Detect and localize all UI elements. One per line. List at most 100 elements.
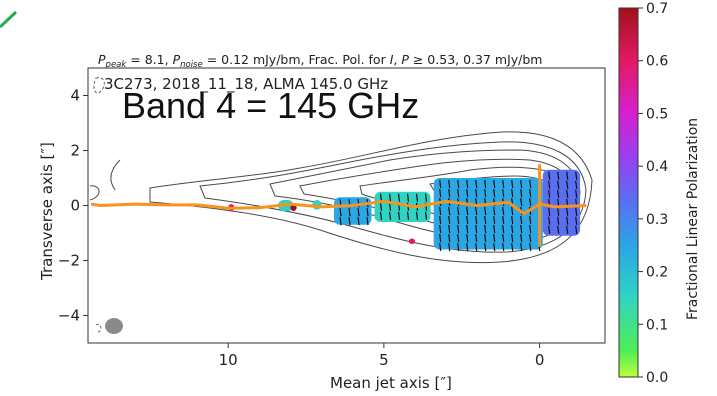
pol-region-1 <box>542 169 581 236</box>
colorbar-ticks: 0.0 0.1 0.2 0.3 0.4 0.5 0.6 0.7 <box>638 1 668 386</box>
evpa-stick <box>439 206 442 216</box>
evpa-stick <box>548 207 551 216</box>
evpa-stick <box>424 193 428 202</box>
evpa-stick <box>439 179 442 189</box>
evpa-stick <box>388 211 392 220</box>
evpa-stick <box>502 242 505 252</box>
evpa-stick <box>348 217 351 226</box>
evpa-stick <box>439 242 442 252</box>
evpa-stick <box>557 216 560 225</box>
pol-region-0 <box>433 178 543 252</box>
evpa-stick <box>388 202 392 211</box>
evpa-stick <box>529 233 532 243</box>
beam-ellipse <box>105 318 123 334</box>
evpa-stick <box>448 224 451 234</box>
evpa-stick <box>511 179 514 189</box>
axes-layer: 10 5 0 −4 −2 0 2 4 <box>58 87 544 370</box>
evpa-stick <box>448 188 451 198</box>
evpa-stick <box>529 179 532 189</box>
evpa-stick <box>415 211 419 220</box>
evpa-stick <box>397 211 401 220</box>
evpa-stick <box>511 206 514 216</box>
colorbar-tick-label: 0.2 <box>646 265 668 281</box>
evpa-stick <box>448 233 451 243</box>
evpa-stick <box>339 217 342 226</box>
evpa-stick <box>493 206 496 216</box>
evpa-stick <box>575 171 578 180</box>
evpa-stick <box>493 179 496 189</box>
evpa-stick <box>520 233 523 243</box>
evpa-stick <box>575 216 578 225</box>
evpa-stick <box>484 215 487 225</box>
colorbar-tick-label: 0.3 <box>646 212 668 228</box>
ridge-line-layer <box>90 164 587 247</box>
evpa-stick <box>548 189 551 198</box>
evpa-stick <box>388 193 392 202</box>
evpa-stick <box>520 197 523 207</box>
evpa-stick <box>529 242 532 252</box>
colorbar-tick-label: 0.6 <box>646 54 668 70</box>
evpa-stick <box>557 189 560 198</box>
x-tick-label: 10 <box>219 351 238 369</box>
noise-contours <box>93 77 105 333</box>
evpa-stick <box>457 224 460 234</box>
evpa-stick <box>548 225 551 234</box>
y-tick-label: −2 <box>58 252 80 270</box>
evpa-stick <box>520 242 523 252</box>
pol-region-fill <box>542 169 581 236</box>
pol-region-8 <box>408 238 416 244</box>
evpa-stick <box>557 171 560 180</box>
corner-mark <box>0 10 18 29</box>
evpa-stick <box>557 225 560 234</box>
evpa-stick <box>493 233 496 243</box>
evpa-stick <box>520 224 523 234</box>
evpa-stick <box>448 242 451 252</box>
evpa-stick <box>475 224 478 234</box>
evpa-stick <box>511 215 514 225</box>
evpa-stick <box>379 211 383 220</box>
evpa-stick <box>357 208 360 217</box>
evpa-stick <box>466 188 469 198</box>
evpa-stick <box>457 188 460 198</box>
evpa-stick <box>484 179 487 189</box>
evpa-stick <box>511 224 514 234</box>
evpa-stick <box>466 233 469 243</box>
evpa-stick <box>529 188 532 198</box>
chart-header: Ppeak = 8.1, Pnoise = 0.12 mJy/bm, Frac.… <box>98 52 542 70</box>
colorbar-label: Fractional Linear Polarization <box>685 118 701 320</box>
evpa-stick <box>566 171 569 180</box>
y-tick-label: 4 <box>70 87 80 105</box>
evpa-stick <box>466 215 469 225</box>
evpa-stick <box>484 188 487 198</box>
evpa-stick <box>566 180 569 189</box>
evpa-stick <box>502 215 505 225</box>
evpa-stick <box>502 224 505 234</box>
evpa-stick <box>502 206 505 216</box>
pol-region-fill <box>408 238 416 244</box>
evpa-stick <box>475 179 478 189</box>
x-axis-label: Mean jet axis [″] <box>330 374 452 392</box>
evpa-stick <box>466 242 469 252</box>
evpa-stick <box>566 225 569 234</box>
evpa-stick <box>475 188 478 198</box>
evpa-stick <box>575 180 578 189</box>
evpa-stick <box>548 171 551 180</box>
evpa-stick <box>475 206 478 216</box>
evpa-stick <box>439 233 442 243</box>
colorbar-tick-label: 0.5 <box>646 106 668 122</box>
evpa-stick <box>448 206 451 216</box>
y-tick-label: 0 <box>70 197 80 215</box>
evpa-stick <box>448 215 451 225</box>
evpa-stick <box>406 193 410 202</box>
evpa-stick <box>406 211 410 220</box>
evpa-stick <box>348 208 351 217</box>
evpa-stick <box>529 197 532 207</box>
evpa-stick <box>566 207 569 216</box>
evpa-stick <box>448 179 451 189</box>
evpa-stick <box>502 233 505 243</box>
evpa-stick <box>439 188 442 198</box>
evpa-stick <box>466 224 469 234</box>
x-tick-label: 5 <box>379 351 389 369</box>
evpa-stick <box>424 211 428 220</box>
